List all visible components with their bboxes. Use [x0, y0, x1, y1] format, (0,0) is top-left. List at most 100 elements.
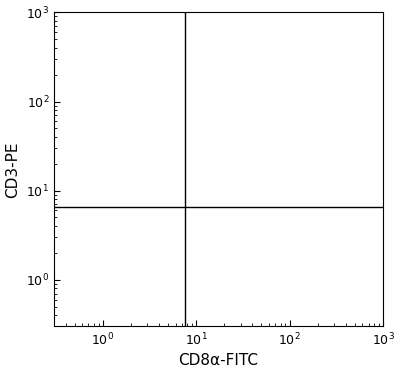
Point — [94, 116, 101, 122]
Point — [94, 274, 101, 280]
Point — [260, 150, 266, 156]
Point — [284, 126, 290, 132]
Point — [105, 287, 112, 293]
Point — [265, 108, 271, 114]
Point — [115, 289, 121, 295]
Point — [102, 139, 109, 145]
Point — [236, 155, 242, 161]
Point — [104, 292, 110, 298]
Point — [145, 160, 151, 166]
Point — [110, 125, 117, 131]
Point — [82, 95, 89, 101]
Point — [112, 124, 119, 130]
Point — [104, 162, 110, 168]
Point — [112, 134, 118, 140]
Point — [105, 291, 112, 297]
Point — [112, 272, 119, 278]
Point — [89, 286, 96, 292]
Point — [108, 285, 114, 291]
Point — [250, 132, 257, 138]
Point — [91, 289, 98, 295]
Point — [112, 152, 118, 158]
Point — [121, 128, 127, 134]
Point — [116, 126, 123, 132]
Point — [81, 128, 88, 134]
Point — [97, 194, 103, 200]
Point — [97, 133, 104, 139]
Point — [115, 285, 122, 291]
Point — [108, 134, 115, 140]
Point — [96, 130, 102, 136]
Point — [288, 168, 294, 174]
Point — [123, 123, 129, 129]
Point — [98, 141, 104, 147]
Point — [245, 125, 251, 131]
Point — [269, 131, 276, 137]
Point — [105, 132, 112, 138]
Point — [102, 130, 109, 136]
Point — [130, 134, 136, 140]
Point — [103, 109, 109, 115]
Point — [85, 311, 91, 317]
Point — [242, 140, 248, 146]
Point — [244, 152, 250, 158]
Point — [121, 288, 127, 294]
Point — [102, 160, 108, 166]
Point — [105, 105, 111, 111]
Point — [261, 145, 267, 151]
Point — [103, 289, 110, 295]
Point — [101, 290, 107, 296]
Point — [93, 153, 100, 159]
Point — [96, 171, 103, 177]
Point — [252, 104, 258, 110]
Point — [92, 291, 98, 297]
Point — [240, 105, 246, 111]
Point — [104, 273, 110, 279]
Point — [107, 139, 113, 145]
Point — [106, 129, 112, 135]
Point — [97, 127, 103, 133]
Point — [106, 286, 113, 292]
Point — [134, 278, 140, 284]
Point — [77, 70, 83, 76]
Point — [141, 115, 147, 121]
Point — [95, 296, 102, 302]
Point — [262, 154, 268, 160]
Point — [132, 165, 138, 171]
Point — [107, 293, 113, 299]
Point — [284, 190, 291, 196]
Point — [116, 153, 122, 159]
Point — [98, 307, 104, 313]
Point — [120, 296, 127, 302]
Point — [118, 279, 125, 285]
Point — [84, 126, 91, 132]
Point — [105, 111, 112, 117]
Point — [104, 122, 111, 128]
Point — [90, 98, 97, 104]
Point — [120, 113, 126, 119]
Point — [96, 154, 103, 160]
Point — [121, 108, 127, 114]
Point — [91, 104, 98, 110]
Point — [118, 74, 124, 80]
Point — [63, 165, 69, 171]
Point — [94, 279, 100, 285]
Point — [121, 107, 128, 113]
Point — [108, 153, 114, 159]
Point — [115, 268, 121, 274]
Point — [74, 283, 80, 289]
Point — [139, 107, 146, 113]
Point — [89, 165, 96, 171]
Point — [106, 139, 112, 145]
Point — [116, 98, 122, 104]
Point — [108, 281, 114, 287]
Point — [117, 146, 123, 152]
Point — [120, 140, 127, 146]
Point — [86, 286, 92, 292]
Point — [104, 129, 111, 135]
Point — [106, 135, 113, 141]
Point — [118, 291, 124, 297]
Point — [82, 120, 89, 126]
Point — [105, 132, 112, 138]
Point — [123, 121, 129, 127]
